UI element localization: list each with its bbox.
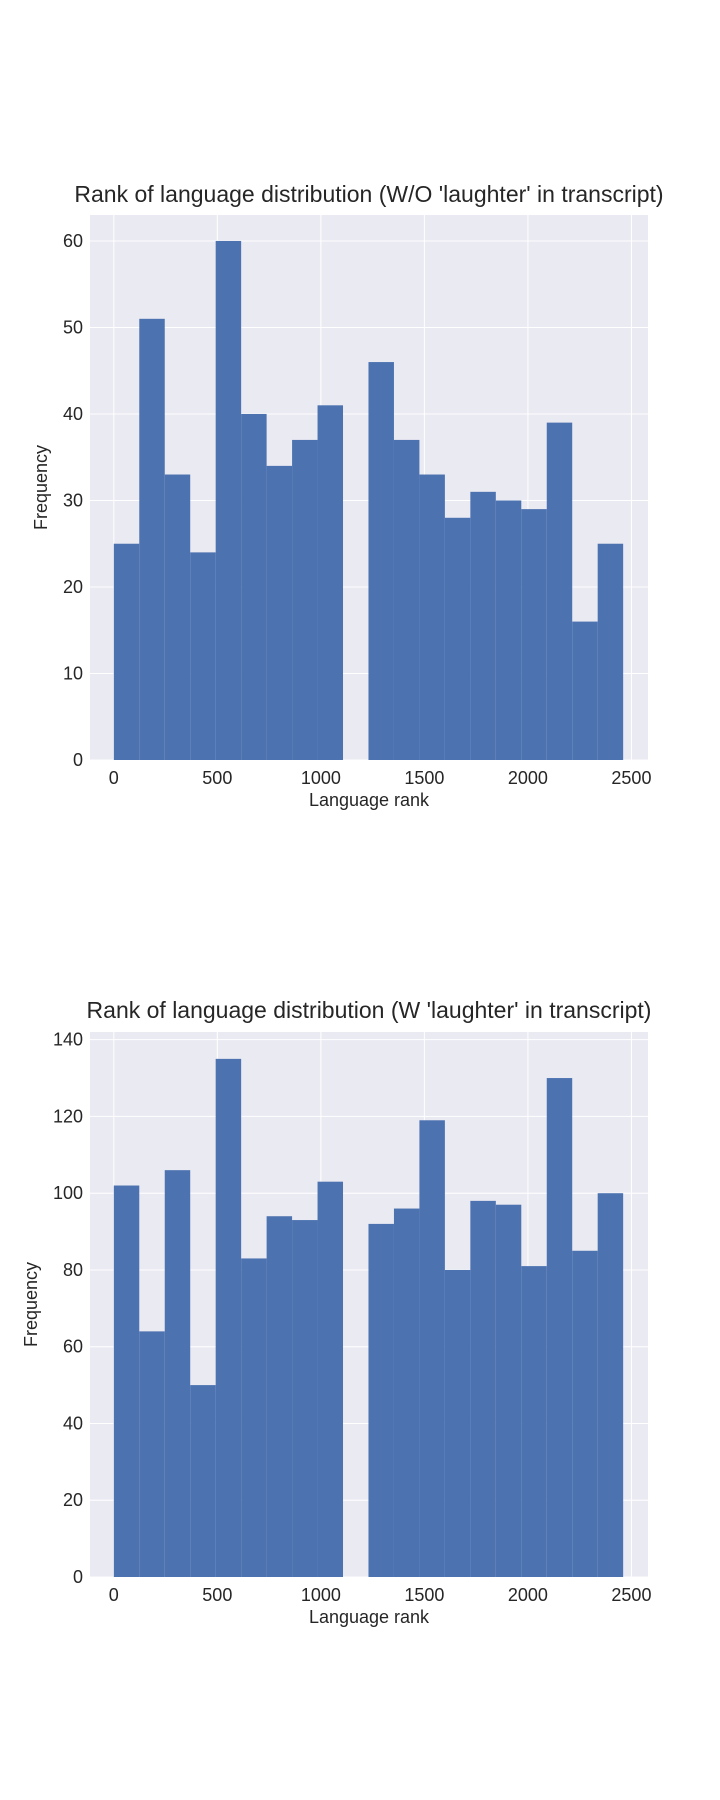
chart-title: Rank of language distribution (W/O 'laug… — [74, 181, 663, 207]
y-axis-label: Frequency — [21, 1262, 41, 1347]
histogram-bar — [215, 1058, 242, 1577]
histogram-bar — [393, 439, 420, 760]
histogram-bar — [546, 422, 573, 760]
x-tick-label: 1000 — [301, 768, 341, 788]
histogram-bar — [190, 552, 216, 760]
x-tick-label: 1500 — [404, 1585, 444, 1605]
y-tick-label: 20 — [63, 577, 83, 597]
y-tick-label: 20 — [63, 1490, 83, 1510]
x-tick-label: 2000 — [508, 768, 548, 788]
histogram-bar — [521, 1266, 547, 1577]
histogram-bar — [368, 362, 394, 760]
histogram-bar — [572, 1250, 598, 1577]
y-tick-label: 30 — [63, 490, 83, 510]
x-axis-label: Language rank — [309, 1607, 430, 1627]
x-tick-label: 2000 — [508, 1585, 548, 1605]
x-tick-label: 1000 — [301, 1585, 341, 1605]
histogram-bar — [495, 1204, 522, 1577]
y-tick-label: 140 — [53, 1030, 83, 1050]
histogram-bar — [444, 1269, 471, 1577]
histogram-without-laughter: 0 10 20 30 40 50 60 0 500 1000 1500 2000 2500 Rank of… — [31, 181, 664, 810]
y-tick-label: 100 — [53, 1183, 83, 1203]
x-tick-label: 0 — [109, 768, 119, 788]
x-tick-label: 500 — [202, 1585, 232, 1605]
histogram-bar — [470, 491, 496, 760]
x-tick-label: 0 — [109, 1585, 119, 1605]
histogram-bar — [393, 1208, 420, 1577]
histogram-bar — [597, 543, 624, 760]
y-tick-label: 10 — [63, 663, 83, 683]
y-tick-label: 120 — [53, 1106, 83, 1126]
histogram-bar — [521, 509, 547, 760]
y-tick-label: 40 — [63, 404, 83, 424]
histogram-bar — [444, 517, 471, 760]
histogram-with-laughter: 0 20 40 60 80 100 120 140 0 500 1000 1500 2000 2500 Ra… — [21, 997, 651, 1627]
y-tick-label: 60 — [63, 231, 83, 251]
histogram-bar — [164, 474, 191, 760]
histogram-bar — [597, 1193, 624, 1577]
y-tick-label: 0 — [73, 750, 83, 770]
chart-title: Rank of language distribution (W 'laught… — [87, 997, 652, 1023]
histogram-bar — [572, 621, 598, 760]
histogram-bar — [495, 500, 522, 760]
histogram-bar — [266, 465, 293, 760]
x-axis-label: Language rank — [309, 790, 430, 810]
histogram-bar — [470, 1200, 496, 1577]
histogram-bar — [164, 1170, 191, 1577]
y-tick-label: 40 — [63, 1413, 83, 1433]
x-tick-label: 2500 — [611, 768, 651, 788]
x-tick-label: 2500 — [611, 1585, 651, 1605]
histogram-bar — [292, 1220, 318, 1577]
y-tick-label: 60 — [63, 1337, 83, 1357]
y-axis-label: Frequency — [31, 445, 51, 530]
histogram-bar — [266, 1216, 293, 1577]
histogram-bar — [190, 1385, 216, 1577]
histogram-bar — [241, 1258, 267, 1577]
x-tick-label: 1500 — [404, 768, 444, 788]
histogram-bar — [317, 1181, 344, 1577]
y-tick-label: 50 — [63, 317, 83, 337]
histogram-bar — [139, 318, 165, 760]
histogram-bar — [139, 1331, 165, 1577]
y-tick-label: 0 — [73, 1567, 83, 1587]
histogram-bar — [241, 413, 267, 760]
x-tick-label: 500 — [202, 768, 232, 788]
histogram-bar — [113, 1185, 140, 1577]
histogram-bar — [215, 240, 242, 760]
histogram-bar — [292, 439, 318, 760]
histogram-bar — [317, 405, 344, 760]
histogram-bar — [368, 1223, 394, 1577]
histogram-bar — [419, 1120, 445, 1577]
histogram-bar — [546, 1078, 573, 1577]
y-tick-label: 80 — [63, 1260, 83, 1280]
histogram-bar — [113, 543, 140, 760]
histogram-bar — [419, 474, 445, 760]
